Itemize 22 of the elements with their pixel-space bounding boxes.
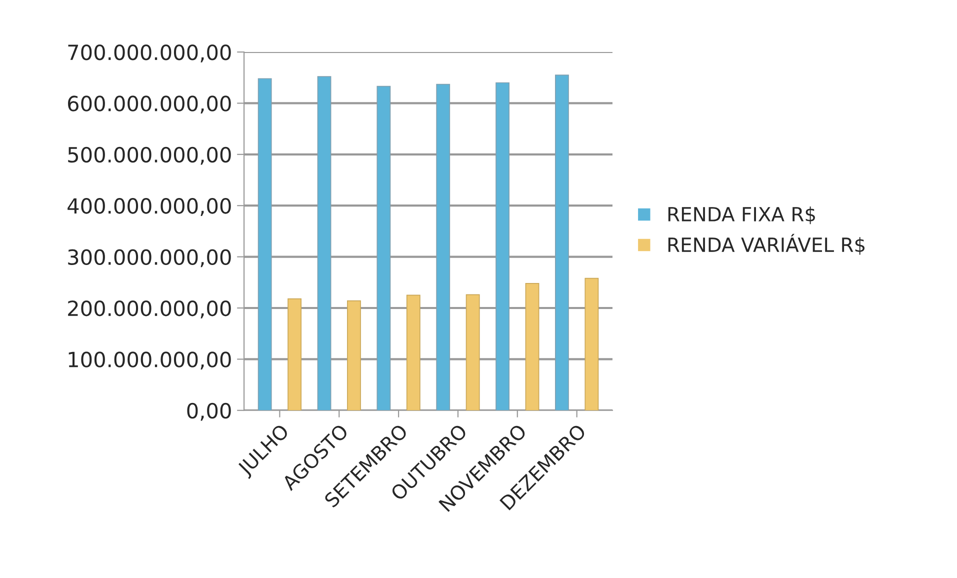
- bar: [258, 78, 272, 410]
- bar: [347, 300, 361, 410]
- legend-label: RENDA FIXA R$: [668, 206, 815, 224]
- y-tick-label: 100.000.000,00: [68, 352, 231, 370]
- y-tick-label: 400.000.000,00: [68, 198, 231, 216]
- bar: [288, 298, 302, 410]
- bar: [376, 86, 391, 410]
- y-tick-label: 200.000.000,00: [68, 300, 231, 318]
- bar: [406, 294, 420, 410]
- y-tick-label: 500.000.000,00: [68, 146, 231, 165]
- bar: [436, 84, 450, 410]
- legend-label: RENDA VARIÁVEL R$: [668, 234, 865, 255]
- y-tick-label: 600.000.000,00: [68, 96, 231, 114]
- bar: [317, 76, 332, 410]
- y-tick-label: 0,00: [187, 402, 231, 421]
- bar: [496, 82, 510, 410]
- y-tick-label: 300.000.000,00: [68, 249, 231, 268]
- bar: [525, 283, 540, 410]
- bar: [555, 74, 569, 410]
- y-tick-label: 700.000.000,00: [68, 44, 231, 62]
- bar: [584, 278, 599, 410]
- bar: [466, 294, 480, 410]
